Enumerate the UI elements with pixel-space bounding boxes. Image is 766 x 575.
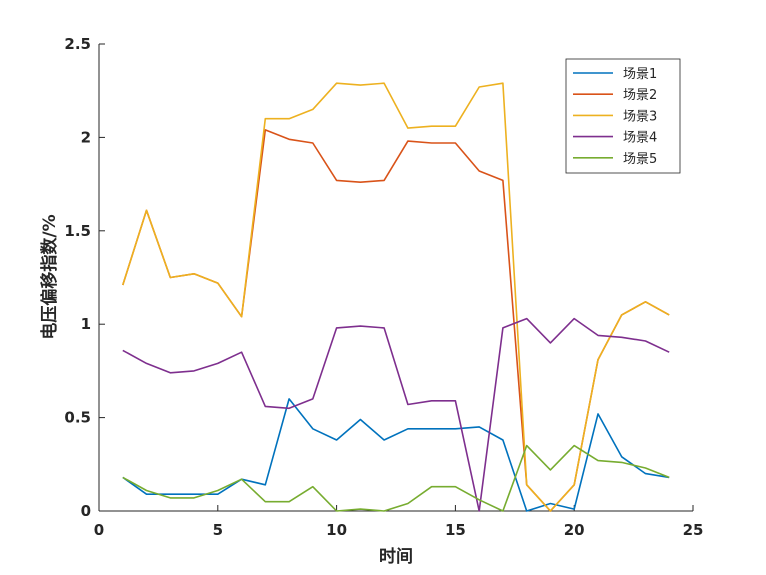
tick-labels: 0 5 10 15 20 25 0 0.5 1 1.5 2 2.5	[64, 35, 703, 539]
series-lines	[122, 82, 670, 512]
legend-entry-label: 场景3	[623, 109, 657, 124]
series-line-1	[122, 398, 670, 512]
legend-entry-label: 场景2	[623, 88, 657, 103]
x-tick-label: 15	[445, 521, 466, 539]
y-tick-label: 1	[81, 315, 91, 333]
x-axis-title: 时间	[379, 546, 413, 567]
legend: 场景1 场景2 场景3 场景4 场景5	[565, 58, 681, 174]
x-tick-label: 0	[94, 521, 104, 539]
y-tick-label: 0	[81, 502, 91, 520]
x-tick-label: 20	[564, 521, 585, 539]
series-line-4	[122, 317, 670, 512]
x-tick-label: 25	[683, 521, 704, 539]
y-tick-label: 1.5	[64, 222, 91, 240]
series-line-3	[122, 82, 670, 512]
legend-entry-label: 场景4	[623, 131, 657, 146]
y-tick-label: 2.5	[64, 35, 91, 53]
axes	[98, 43, 694, 512]
series-line-5	[122, 444, 670, 512]
y-tick-label: 2	[81, 128, 91, 146]
y-tick-label: 0.5	[64, 409, 91, 427]
x-tick-label: 10	[326, 521, 347, 539]
legend-entry-label: 场景5	[623, 152, 657, 167]
legend-entry-label: 场景1	[623, 67, 657, 82]
y-axis-title: 电压偏移指数/%	[39, 214, 60, 339]
x-tick-label: 5	[213, 521, 223, 539]
